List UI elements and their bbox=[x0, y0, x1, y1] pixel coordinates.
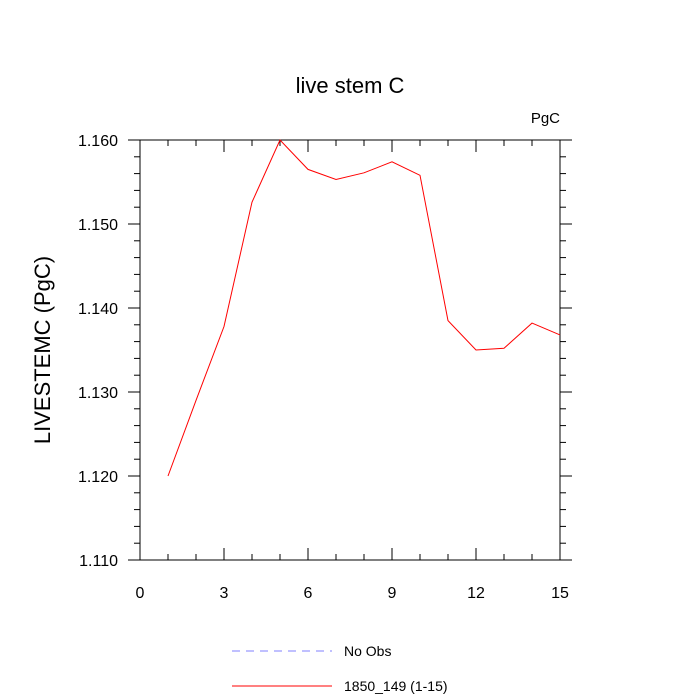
y-tick-label: 1.140 bbox=[78, 301, 118, 318]
series-layer bbox=[167, 139, 561, 477]
y-axis-label: LIVESTEMC (PgC) bbox=[30, 256, 55, 444]
x-tick-label: 6 bbox=[304, 585, 313, 602]
x-tick-label: 15 bbox=[551, 585, 569, 602]
x-tick-label: 0 bbox=[136, 585, 145, 602]
legend-label-0: No Obs bbox=[344, 643, 391, 659]
x-tick-label: 9 bbox=[388, 585, 397, 602]
series-line-1 bbox=[167, 139, 561, 477]
plot-frame bbox=[139, 139, 561, 561]
legend: No Obs 1850_149 (1-15) bbox=[232, 643, 448, 694]
y-tick-label: 1.110 bbox=[79, 553, 118, 570]
chart-title: live stem C bbox=[296, 73, 405, 98]
x-tick-label: 12 bbox=[467, 585, 485, 602]
y-tick-label: 1.130 bbox=[78, 385, 118, 402]
axes: 0 3 6 9 12 15 1.110 1.120 1.130 1.140 1.150 1.160 bbox=[78, 133, 572, 602]
legend-label-1: 1850_149 (1-15) bbox=[344, 678, 448, 694]
units-label: PgC bbox=[531, 110, 560, 127]
x-tick-label: 3 bbox=[220, 585, 229, 602]
y-tick-label: 1.160 bbox=[78, 133, 118, 150]
y-tick-label: 1.150 bbox=[78, 217, 118, 234]
y-tick-label: 1.120 bbox=[78, 469, 118, 486]
